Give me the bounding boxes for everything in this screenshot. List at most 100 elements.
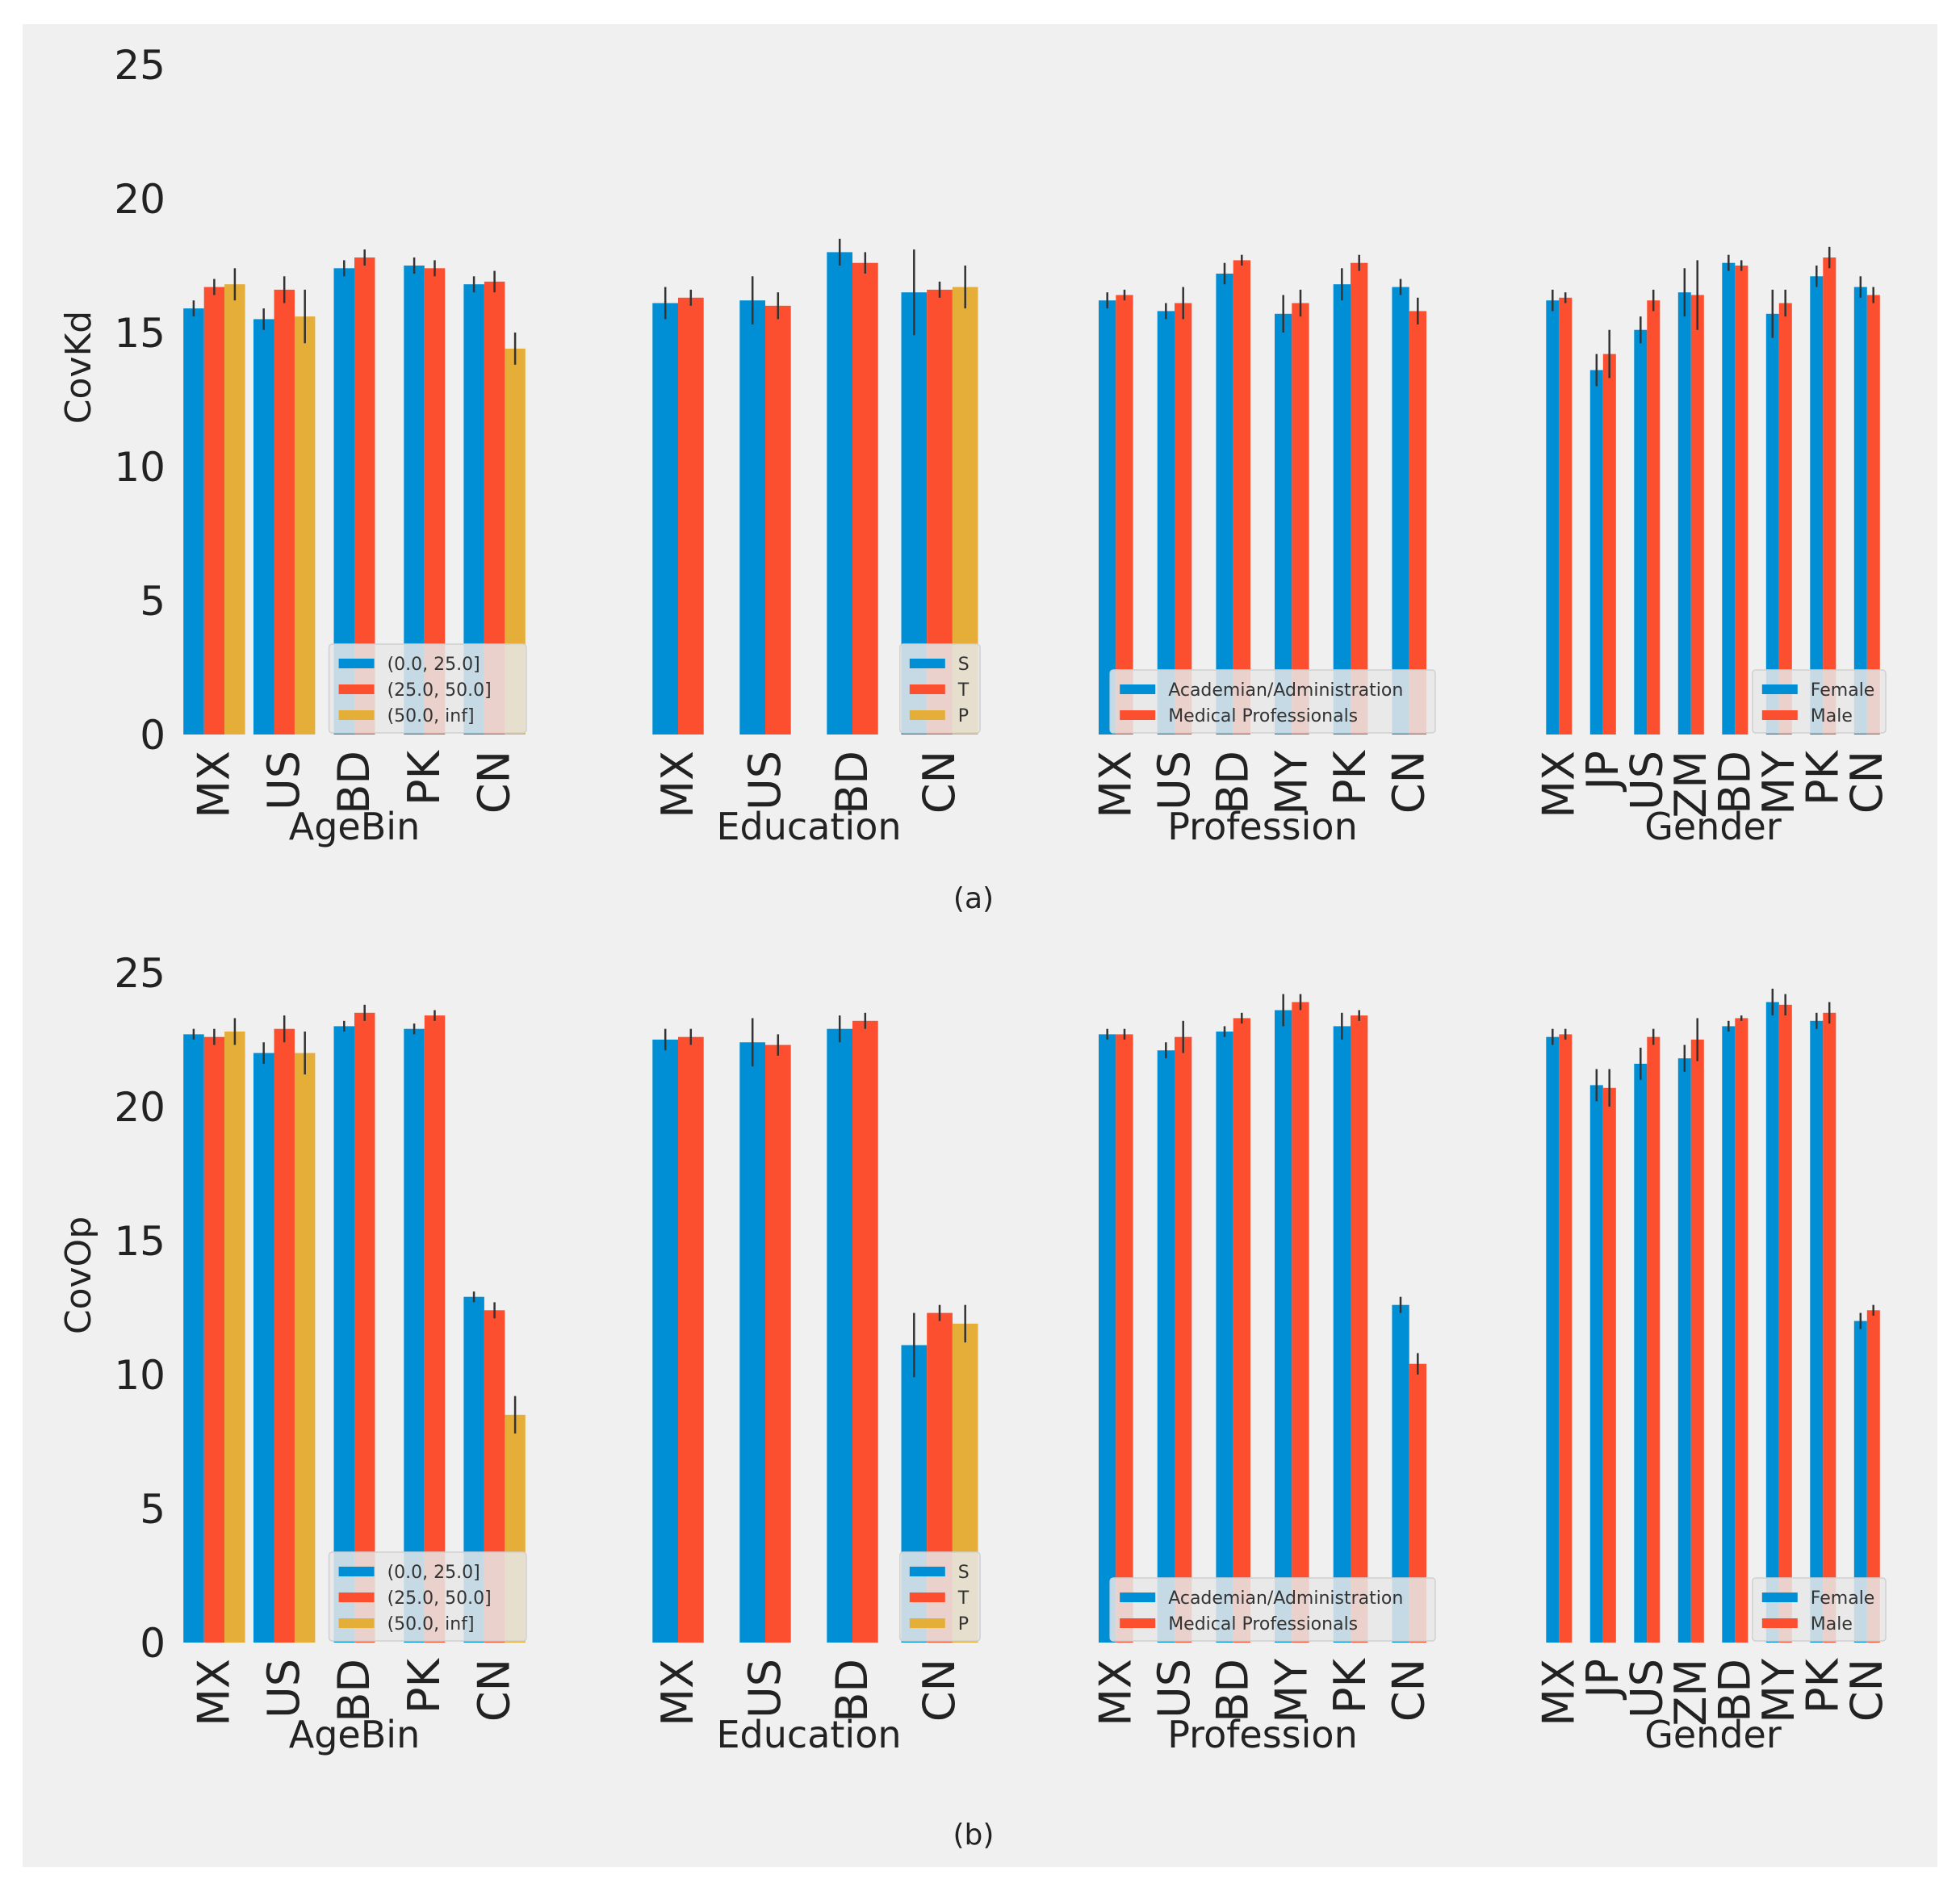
bar <box>1634 329 1648 735</box>
x-tick-label: CN <box>1384 751 1434 814</box>
legend-label: Female <box>1811 680 1875 701</box>
bar <box>1853 1321 1867 1643</box>
y-tick-label: 10 <box>114 444 165 491</box>
x-tick-label: BD <box>1709 1659 1760 1722</box>
bar <box>1157 1050 1175 1643</box>
bar <box>652 303 678 735</box>
legend-label: Medical Professionals <box>1168 706 1358 726</box>
bar <box>1690 1040 1704 1643</box>
legend-label: (25.0, 50.0] <box>387 1588 492 1609</box>
x-tick-label: PK <box>1325 749 1376 806</box>
bar <box>827 252 852 735</box>
legend: Academian/Administration Medical Professi… <box>1109 669 1436 734</box>
bar <box>1810 276 1824 735</box>
legend-label: (50.0, inf] <box>387 1614 475 1634</box>
bar <box>739 1042 765 1643</box>
x-tick-label: JP <box>1577 1659 1628 1701</box>
legend-swatch <box>1120 710 1156 720</box>
y-tick-label: 15 <box>114 310 165 357</box>
y-tick-label: 15 <box>114 1218 165 1265</box>
x-tick-label: BD <box>827 751 877 814</box>
legend-swatch <box>1120 1618 1156 1628</box>
legend-swatch <box>909 710 945 720</box>
bar <box>678 1036 704 1643</box>
x-tick-label: PK <box>1797 1657 1848 1714</box>
bar <box>1099 300 1116 735</box>
legend-frame <box>328 1551 527 1642</box>
y-axis-label: CovKd <box>58 311 99 424</box>
legend-frame <box>328 643 527 734</box>
bar <box>1765 313 1779 735</box>
bar <box>224 284 245 735</box>
bar <box>354 1012 375 1643</box>
x-tick-label: CN <box>469 751 520 814</box>
bar <box>1647 300 1661 735</box>
bar <box>827 1028 852 1643</box>
x-tick-label: CN <box>1841 751 1892 814</box>
bar <box>1275 1010 1292 1643</box>
y-tick-label: 20 <box>114 1084 165 1131</box>
x-tick-label: CN <box>914 751 965 814</box>
x-axis-label: Education <box>716 1713 901 1756</box>
y-axis-label: CovOp <box>58 1216 99 1334</box>
x-tick-label: MX <box>1090 1659 1141 1726</box>
legend-swatch <box>909 1567 945 1576</box>
bar <box>1690 295 1704 735</box>
x-axis-label: Gender <box>1644 805 1782 848</box>
x-tick-label: US <box>739 1659 790 1718</box>
y-tick-label: 5 <box>140 1486 165 1533</box>
bar <box>183 1034 204 1643</box>
legend-swatch <box>1120 1593 1156 1602</box>
bar <box>1409 311 1426 735</box>
x-tick-label: US <box>1621 751 1672 810</box>
bar <box>1589 370 1603 735</box>
legend-label: Female <box>1811 1588 1875 1609</box>
legend-swatch <box>909 1618 945 1628</box>
bar <box>1634 1063 1648 1643</box>
legend: STP <box>899 643 981 734</box>
legend-label: Male <box>1811 1614 1853 1634</box>
x-tick-label: US <box>258 751 309 810</box>
legend-label: (50.0, inf] <box>387 706 475 726</box>
x-tick-label: ZM <box>1665 1659 1716 1726</box>
bar <box>1722 262 1736 735</box>
bar <box>183 308 204 735</box>
legend-frame <box>1109 1577 1436 1642</box>
x-tick-label: BD <box>1709 751 1760 814</box>
panel-label: (a) <box>953 882 994 915</box>
legend: Female Male <box>1752 669 1887 734</box>
legend-label: Male <box>1811 706 1853 726</box>
bar <box>1823 1012 1836 1643</box>
legend-label: T <box>957 1588 970 1609</box>
bar <box>1292 1002 1309 1643</box>
x-tick-label: MX <box>1090 751 1141 818</box>
x-tick-label: MX <box>188 751 239 818</box>
bar <box>739 300 765 735</box>
legend-label: P <box>958 706 969 726</box>
group-profession: MX US BD MY PK CN Profession Academian/Administ… <box>1090 994 1436 1756</box>
bar <box>1853 287 1867 735</box>
x-tick-label: CN <box>1384 1659 1434 1722</box>
bar <box>274 289 295 735</box>
bar <box>1866 295 1880 735</box>
legend: STP <box>899 1551 981 1642</box>
bar <box>1351 1015 1368 1643</box>
x-tick-label: US <box>1621 1659 1672 1718</box>
x-tick-label: MX <box>1533 751 1584 818</box>
bar <box>294 316 316 735</box>
bar <box>1333 284 1351 735</box>
x-tick-label: BD <box>1208 751 1259 814</box>
x-tick-label: US <box>1149 751 1200 810</box>
bar <box>333 1026 354 1643</box>
x-axis-label: Profession <box>1167 805 1357 848</box>
legend: Academian/Administration Medical Professi… <box>1109 1577 1436 1642</box>
bar <box>253 1053 274 1643</box>
bar <box>203 1036 225 1643</box>
bar <box>1677 1058 1691 1643</box>
legend-label: (0.0, 25.0] <box>387 655 480 675</box>
x-tick-label: MY <box>1266 750 1317 815</box>
x-tick-label: CN <box>914 1659 965 1722</box>
